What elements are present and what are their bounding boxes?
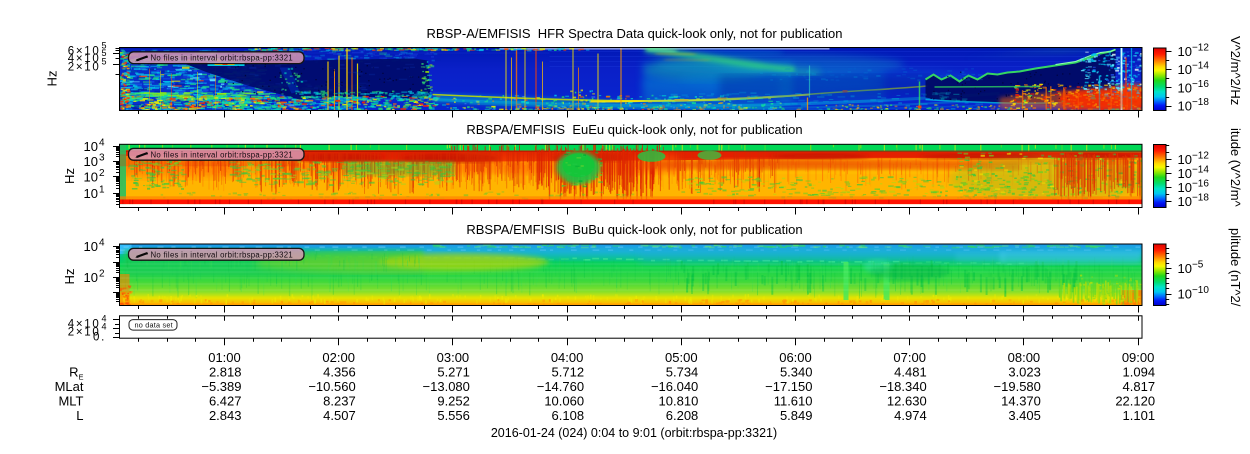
svg-text:10−10: 10−10 xyxy=(1178,285,1210,302)
svg-text:Hz: Hz xyxy=(62,168,77,184)
svg-text:No files in interval orbit:rbs: No files in interval orbit:rbspa-pp:3321 xyxy=(151,54,294,63)
svg-text:plitude (nT^2/: plitude (nT^2/ xyxy=(1228,228,1243,307)
svg-text:10: 10 xyxy=(84,186,98,201)
svg-text:−16.040: −16.040 xyxy=(651,379,698,394)
svg-text:5: 5 xyxy=(102,48,107,58)
svg-text:10: 10 xyxy=(84,139,98,154)
svg-text:no data set: no data set xyxy=(135,321,173,330)
svg-text:−19.580: −19.580 xyxy=(994,379,1041,394)
svg-text:10−16: 10−16 xyxy=(1178,79,1210,96)
svg-text:5: 5 xyxy=(102,56,107,66)
svg-text:5.734: 5.734 xyxy=(666,364,699,379)
svg-text:−13.080: −13.080 xyxy=(423,379,470,394)
svg-text:4.507: 4.507 xyxy=(323,408,356,423)
svg-text:4: 4 xyxy=(99,237,105,248)
svg-text:4.481: 4.481 xyxy=(894,364,927,379)
svg-text:09:00: 09:00 xyxy=(1122,350,1155,365)
svg-text:V^2/m^2/Hz: V^2/m^2/Hz xyxy=(1228,36,1243,105)
svg-text:Hz: Hz xyxy=(45,71,60,87)
svg-text:−5.389: −5.389 xyxy=(201,379,241,394)
svg-text:−18.340: −18.340 xyxy=(879,379,926,394)
svg-text:03:00: 03:00 xyxy=(437,350,470,365)
svg-text:22.120: 22.120 xyxy=(1115,393,1155,408)
svg-text:5.849: 5.849 xyxy=(780,408,813,423)
svg-text:6.208: 6.208 xyxy=(666,408,699,423)
svg-text:11.610: 11.610 xyxy=(774,393,813,408)
svg-text:05:00: 05:00 xyxy=(665,350,698,365)
svg-text:9.252: 9.252 xyxy=(437,393,470,408)
svg-text:4: 4 xyxy=(99,138,105,149)
svg-text:4×10: 4×10 xyxy=(68,53,101,65)
svg-text:5.340: 5.340 xyxy=(780,364,813,379)
svg-text:12.630: 12.630 xyxy=(887,393,927,408)
svg-text:10−14: 10−14 xyxy=(1178,61,1210,78)
svg-text:10: 10 xyxy=(84,270,98,285)
svg-text:10.060: 10.060 xyxy=(544,393,584,408)
svg-text:6×10: 6×10 xyxy=(68,45,101,57)
svg-text:No files in interval orbit:rbs: No files in interval orbit:rbspa-pp:3321 xyxy=(151,250,294,259)
svg-text:0.: 0. xyxy=(93,332,106,344)
svg-text:06:00: 06:00 xyxy=(779,350,812,365)
svg-text:MLat: MLat xyxy=(55,379,84,394)
svg-text:02:00: 02:00 xyxy=(322,350,355,365)
svg-text:RBSPA/EMFISIS EuEu quick-look: RBSPA/EMFISIS EuEu quick-look only, not … xyxy=(466,122,802,137)
svg-text:10−18: 10−18 xyxy=(1178,97,1210,114)
svg-text:2: 2 xyxy=(99,168,105,179)
svg-text:04:00: 04:00 xyxy=(551,350,584,365)
svg-text:No files in interval orbit:rbs: No files in interval orbit:rbspa-pp:3321 xyxy=(151,150,294,159)
svg-text:MLT: MLT xyxy=(58,393,83,408)
svg-text:−14.760: −14.760 xyxy=(537,379,584,394)
svg-text:4: 4 xyxy=(102,314,107,324)
svg-text:2016-01-24 (024) 0:04 to 9:01: 2016-01-24 (024) 0:04 to 9:01 (orbit:rbs… xyxy=(491,426,777,440)
svg-text:1.101: 1.101 xyxy=(1123,408,1156,423)
svg-text:14.370: 14.370 xyxy=(1001,393,1041,408)
svg-text:4.356: 4.356 xyxy=(323,364,356,379)
svg-text:4.974: 4.974 xyxy=(894,408,927,423)
svg-text:1: 1 xyxy=(99,185,105,196)
svg-text:6.427: 6.427 xyxy=(209,393,242,408)
svg-text:RBSPA/EMFISIS BuBu quick-look: RBSPA/EMFISIS BuBu quick-look only, not … xyxy=(466,222,802,237)
svg-text:10: 10 xyxy=(84,239,98,254)
svg-text:5.712: 5.712 xyxy=(552,364,585,379)
svg-text:07:00: 07:00 xyxy=(893,350,926,365)
svg-text:8.237: 8.237 xyxy=(323,393,356,408)
svg-text:5.271: 5.271 xyxy=(437,364,470,379)
svg-text:4.817: 4.817 xyxy=(1123,379,1156,394)
svg-text:08:00: 08:00 xyxy=(1008,350,1041,365)
svg-text:3.023: 3.023 xyxy=(1008,364,1041,379)
svg-text:1.094: 1.094 xyxy=(1123,364,1156,379)
svg-text:10: 10 xyxy=(84,170,98,185)
svg-text:4: 4 xyxy=(102,322,107,332)
svg-text:−17.150: −17.150 xyxy=(765,379,812,394)
svg-text:2.818: 2.818 xyxy=(209,364,242,379)
svg-text:6.108: 6.108 xyxy=(552,408,585,423)
svg-text:10−12: 10−12 xyxy=(1178,43,1210,60)
svg-text:−10.560: −10.560 xyxy=(308,379,355,394)
svg-text:10.810: 10.810 xyxy=(659,393,699,408)
svg-text:10: 10 xyxy=(84,154,98,169)
svg-text:01:00: 01:00 xyxy=(208,350,241,365)
svg-text:2: 2 xyxy=(99,269,105,280)
svg-text:5: 5 xyxy=(102,40,107,50)
svg-text:2×10: 2×10 xyxy=(68,327,101,339)
svg-text:Hz: Hz xyxy=(62,269,77,285)
svg-text:2×10: 2×10 xyxy=(68,61,101,73)
svg-text:4×10: 4×10 xyxy=(68,319,101,331)
svg-text:2.843: 2.843 xyxy=(209,408,242,423)
svg-text:itude (V^2/m^: itude (V^2/m^ xyxy=(1228,128,1243,208)
svg-text:5.556: 5.556 xyxy=(437,408,470,423)
svg-text:3: 3 xyxy=(99,153,105,164)
svg-text:RBSP-A/EMFISIS HFR Spectra Da: RBSP-A/EMFISIS HFR Spectra Data quick-lo… xyxy=(427,26,843,41)
svg-text:L: L xyxy=(76,408,83,423)
svg-text:10−18: 10−18 xyxy=(1178,192,1210,209)
svg-text:3.405: 3.405 xyxy=(1008,408,1041,423)
svg-text:10−5: 10−5 xyxy=(1178,260,1204,277)
